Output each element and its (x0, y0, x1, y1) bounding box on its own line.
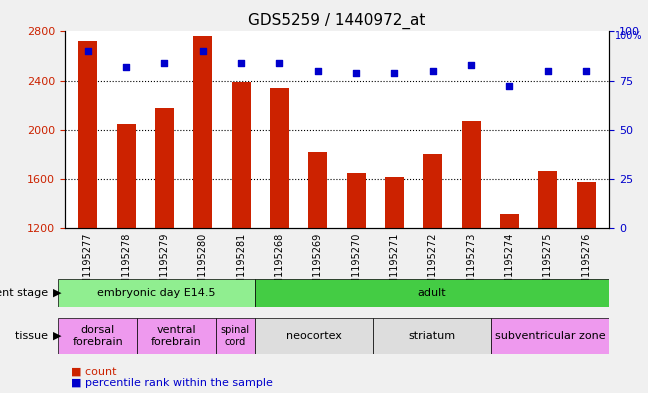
Bar (270, 88, 289, 375)
Point (504, 83, 515, 90)
Bar (538, 171, 557, 375)
Point (274, 60, 284, 66)
Point (351, 70, 362, 76)
Point (236, 60, 246, 66)
Text: spinal
cord: spinal cord (221, 325, 250, 347)
Text: ■ percentile rank within the sample: ■ percentile rank within the sample (71, 378, 273, 388)
Text: striatum: striatum (408, 331, 456, 341)
Text: ■ count: ■ count (71, 366, 117, 376)
Text: ventral
forebrain: ventral forebrain (151, 325, 202, 347)
Text: tissue: tissue (16, 331, 52, 341)
Text: neocortex: neocortex (286, 331, 342, 341)
Point (389, 70, 400, 76)
Bar (423, 154, 443, 375)
Text: subventricular zone: subventricular zone (495, 331, 605, 341)
Title: GDS5259 / 1440972_at: GDS5259 / 1440972_at (248, 13, 426, 29)
Bar (461, 121, 481, 375)
Point (312, 68, 323, 74)
Text: adult: adult (418, 288, 446, 298)
FancyBboxPatch shape (373, 318, 491, 354)
Text: embryonic day E14.5: embryonic day E14.5 (97, 288, 216, 298)
FancyBboxPatch shape (255, 279, 609, 307)
FancyBboxPatch shape (137, 318, 216, 354)
Point (159, 60, 170, 66)
Point (428, 68, 438, 74)
Bar (500, 215, 519, 375)
Bar (308, 152, 327, 375)
Text: ▶: ▶ (53, 288, 62, 298)
Point (121, 64, 132, 70)
FancyBboxPatch shape (58, 279, 255, 307)
Bar (385, 177, 404, 375)
Bar (193, 37, 213, 375)
Bar (155, 108, 174, 375)
Bar (117, 123, 135, 375)
Text: 100%: 100% (614, 31, 642, 41)
FancyBboxPatch shape (58, 318, 137, 354)
Point (198, 48, 208, 54)
Text: ▶: ▶ (53, 331, 62, 341)
Bar (231, 82, 251, 375)
Point (82, 48, 93, 54)
FancyBboxPatch shape (216, 318, 255, 354)
FancyBboxPatch shape (255, 318, 373, 354)
Text: development stage: development stage (0, 288, 52, 298)
Bar (577, 182, 596, 375)
FancyBboxPatch shape (491, 318, 609, 354)
Point (581, 68, 592, 74)
Bar (347, 173, 365, 375)
Point (542, 68, 553, 74)
Bar (78, 41, 97, 375)
Text: dorsal
forebrain: dorsal forebrain (73, 325, 123, 347)
Point (466, 62, 476, 68)
